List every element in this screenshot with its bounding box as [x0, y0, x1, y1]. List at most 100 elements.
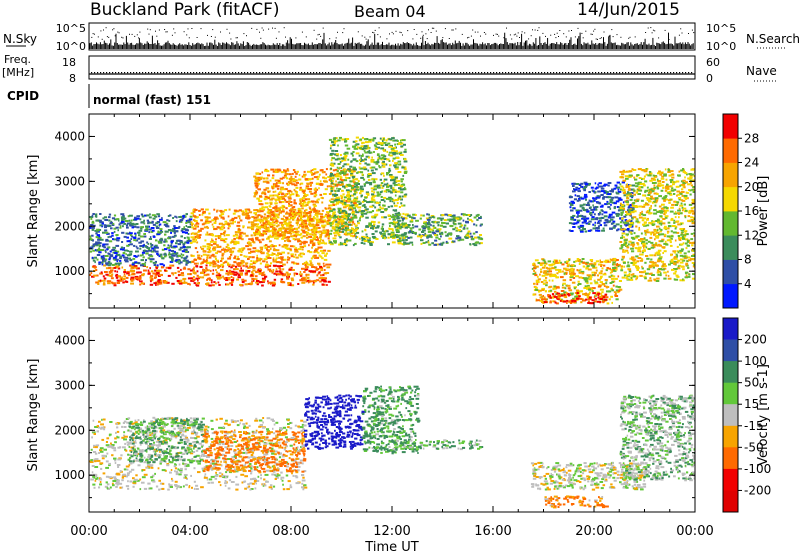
- power-echo-cell: [315, 183, 319, 185]
- power-echo-cell: [114, 249, 117, 252]
- power-echo-cell: [309, 251, 313, 254]
- power-echo-cell: [131, 263, 135, 266]
- power-echo-cell: [155, 239, 158, 242]
- power-echo-cell: [562, 279, 567, 282]
- power-echo-cell: [456, 227, 459, 230]
- power-echo-cell: [274, 179, 277, 182]
- power-echo-cell: [284, 199, 287, 202]
- power-echo-cell: [89, 247, 94, 249]
- power-echo-cell: [237, 262, 242, 265]
- power-echo-cell: [606, 191, 609, 194]
- power-echo-cell: [680, 184, 683, 186]
- power-echo-cell: [571, 300, 574, 303]
- power-echo-cell: [683, 257, 687, 259]
- power-echo-cell: [101, 263, 104, 266]
- power-echo-cell: [378, 166, 382, 169]
- power-echo-cell: [320, 196, 323, 199]
- power-echo-cell: [605, 282, 608, 285]
- power-echo-cell: [672, 231, 677, 234]
- power-echo-cell: [352, 170, 356, 173]
- power-echo-cell: [255, 238, 259, 241]
- power-echo-cell: [339, 154, 342, 156]
- power-echo-cell: [359, 237, 361, 240]
- power-echo-cell: [338, 200, 341, 203]
- power-echo-cell: [334, 150, 339, 152]
- power-echo-cell: [97, 238, 101, 241]
- power-echo-cell: [359, 159, 362, 162]
- power-echo-cell: [669, 170, 674, 173]
- power-echo-cell: [341, 230, 345, 233]
- power-echo-cell: [579, 209, 583, 212]
- power-echo-cell: [293, 202, 297, 205]
- power-echo-cell: [351, 210, 355, 213]
- power-echo-cell: [322, 279, 327, 282]
- power-echo-cell: [121, 241, 124, 243]
- power-echo-cell: [365, 208, 369, 211]
- power-echo-cell: [185, 225, 188, 227]
- power-echo-cell: [137, 231, 139, 234]
- power-echo-cell: [96, 234, 100, 237]
- power-echo-cell: [379, 157, 383, 160]
- power-echo-cell: [566, 299, 569, 302]
- power-echo-cell: [110, 277, 114, 280]
- power-echo-cell: [156, 227, 160, 229]
- power-echo-cell: [586, 282, 589, 285]
- power-echo-cell: [386, 185, 390, 188]
- power-echo-cell: [290, 284, 295, 287]
- power-echo-cell: [322, 176, 325, 179]
- power-echo-cell: [193, 258, 197, 261]
- power-echo-cell: [329, 147, 332, 150]
- power-echo-cell: [404, 213, 408, 216]
- power-echo-cell: [267, 282, 270, 285]
- power-echo-cell: [397, 180, 401, 183]
- power-echo-cell: [403, 166, 407, 169]
- power-echo-cell: [266, 252, 269, 255]
- power-echo-cell: [258, 281, 263, 284]
- power-echo-cell: [597, 213, 601, 216]
- power-echo-cell: [101, 221, 104, 224]
- power-echo-cell: [612, 261, 616, 264]
- power-echo-cell: [217, 266, 220, 269]
- power-echo-cell: [157, 283, 159, 286]
- power-echo-cell: [139, 245, 143, 247]
- power-echo-cell: [392, 153, 396, 156]
- power-echo-cell: [387, 190, 392, 193]
- power-echo-cell: [264, 218, 268, 221]
- power-echo-cell: [359, 167, 364, 170]
- power-echo-cell: [134, 275, 139, 278]
- power-echo-cell: [561, 263, 565, 266]
- power-echo-cell: [272, 190, 275, 193]
- power-echo-cell: [232, 234, 236, 237]
- power-echo-cell: [257, 259, 262, 262]
- power-echo-cell: [225, 246, 228, 248]
- power-echo-cell: [312, 270, 317, 273]
- power-echo-cell: [173, 245, 177, 248]
- power-echo-cell: [288, 215, 291, 218]
- power-echo-cell: [379, 201, 381, 204]
- power-echo-cell: [305, 268, 309, 271]
- power-echo-cell: [156, 252, 159, 255]
- power-echo-cell: [272, 281, 276, 284]
- power-echo-cell: [267, 174, 271, 177]
- power-echo-cell: [195, 236, 199, 239]
- power-echo-cell: [228, 269, 232, 272]
- power-echo-cell: [380, 211, 385, 213]
- power-echo-cell: [206, 255, 209, 258]
- power-echo-cell: [334, 231, 338, 234]
- power-echo-cell: [275, 222, 278, 225]
- power-echo-cell: [310, 280, 314, 283]
- power-echo-cell: [620, 226, 622, 228]
- power-echo-cell: [141, 251, 146, 254]
- power-echo-cell: [395, 231, 400, 233]
- power-echo-cell: [344, 213, 348, 216]
- power-echo-cell: [577, 225, 580, 228]
- power-echo-cell: [283, 174, 287, 177]
- power-echo-cell: [637, 248, 641, 251]
- power-echo-cell: [312, 224, 316, 227]
- power-echo-cell: [422, 242, 426, 244]
- power-echo-cell: [344, 222, 348, 225]
- power-echo-cell: [572, 185, 575, 187]
- power-echo-cell: [276, 216, 280, 219]
- power-echo-cell: [609, 201, 613, 203]
- power-echo-cell: [178, 216, 182, 218]
